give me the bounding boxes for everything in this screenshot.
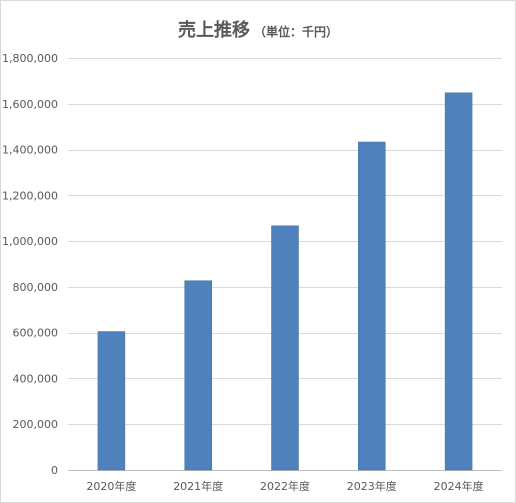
chart-title-block: 売上推移 （単位：千円） — [0, 16, 516, 42]
x-tick-label: 2022年度 — [260, 479, 310, 493]
y-tick-label: 1,400,000 — [2, 144, 58, 157]
x-tick-label: 2023年度 — [347, 479, 397, 493]
y-tick-label: 1,600,000 — [2, 98, 58, 111]
y-tick-label: 1,000,000 — [2, 235, 58, 248]
y-tick-label: 800,000 — [13, 281, 59, 294]
y-tick-label: 1,200,000 — [2, 189, 58, 202]
y-tick-label: 0 — [51, 464, 58, 477]
bar — [271, 225, 299, 471]
bar — [444, 92, 473, 471]
x-tick-label: 2020年度 — [86, 479, 136, 493]
bar — [97, 331, 126, 471]
x-tick-label: 2024年度 — [434, 479, 484, 493]
x-tick-label: 2021年度 — [173, 479, 223, 493]
y-tick-label: 600,000 — [13, 327, 59, 340]
y-tick-label: 200,000 — [13, 418, 59, 431]
chart-subtitle: （単位：千円） — [253, 25, 338, 39]
chart-title: 売上推移 — [177, 20, 250, 41]
bar — [184, 280, 212, 471]
y-tick-label: 1,800,000 — [2, 52, 58, 65]
bar — [358, 141, 386, 471]
y-tick-label: 400,000 — [13, 372, 59, 385]
